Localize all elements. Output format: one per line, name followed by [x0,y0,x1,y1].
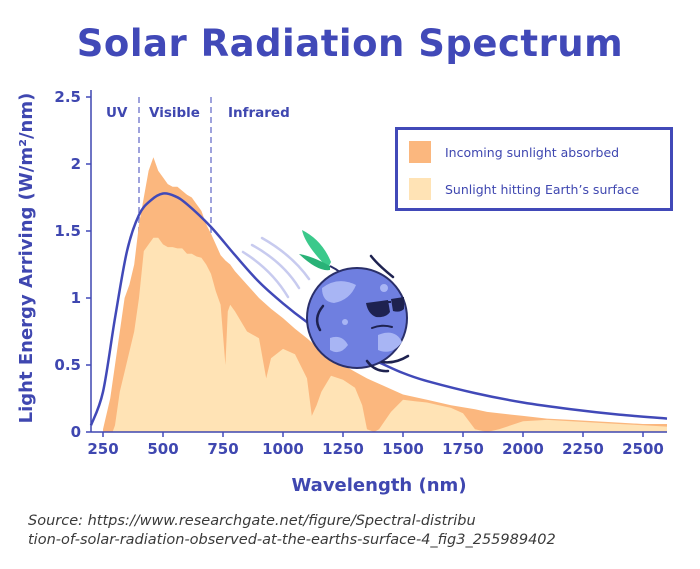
spectrum-curve [89,192,668,426]
source-line-2: tion-of-solar-radiation-observed-at-the-… [28,532,556,548]
spectrum-line [89,192,668,426]
x-tick-label: 2000 [502,440,544,458]
earth-mascot-illustration [241,230,410,373]
legend-swatch-surface [409,178,431,200]
x-tick-label: 250 [87,440,118,458]
x-tick-label: 500 [147,440,178,458]
chart-legend: Incoming sunlight absorbed Sunlight hitt… [395,127,673,211]
y-axis-title: Light Energy Arriving (W/m²/nm) [16,93,37,424]
spectrum-areas [103,157,667,433]
x-tick-label: 2500 [622,440,664,458]
y-tick-label: 1.5 [54,222,81,240]
y-tick-label: 2.5 [54,88,81,106]
band-label-uv: UV [106,105,128,121]
y-tick-label: 0 [71,423,81,441]
legend-swatch-absorbed [409,141,431,163]
source-line-1: Source: https://www.researchgate.net/fig… [28,513,476,529]
legend-item-absorbed: Incoming sunlight absorbed [409,141,619,163]
y-tick-label: 0.5 [54,356,81,374]
x-tick-label: 1250 [322,440,364,458]
chart-title: Solar Radiation Spectrum [76,22,624,65]
x-tick-label: 2250 [562,440,604,458]
band-dividers [138,97,212,432]
x-tick-label: 1000 [262,440,304,458]
x-tick-label: 1750 [442,440,484,458]
x-tick-label: 1500 [382,440,424,458]
x-tick-label: 750 [207,440,238,458]
source-citation: Source: https://www.researchgate.net/fig… [28,512,688,550]
y-tick-label: 1 [71,289,81,307]
band-label-infrared: Infrared [228,105,290,121]
x-axis-title: Wavelength (nm) [291,475,466,496]
y-tick-label: 2 [71,155,81,173]
surface-area [103,237,667,432]
y-axis-ticks: 0 0.5 1 1.5 2 2.5 [54,88,91,441]
legend-item-surface: Sunlight hitting Earth’s surface [409,178,639,200]
legend-label-surface: Sunlight hitting Earth’s surface [445,181,640,197]
x-axis-ticks: 250 500 750 1000 1250 1500 1750 2000 2250 2500 [87,432,664,458]
band-label-visible: Visible [149,105,200,121]
legend-label-absorbed: Incoming sunlight absorbed [445,144,620,160]
